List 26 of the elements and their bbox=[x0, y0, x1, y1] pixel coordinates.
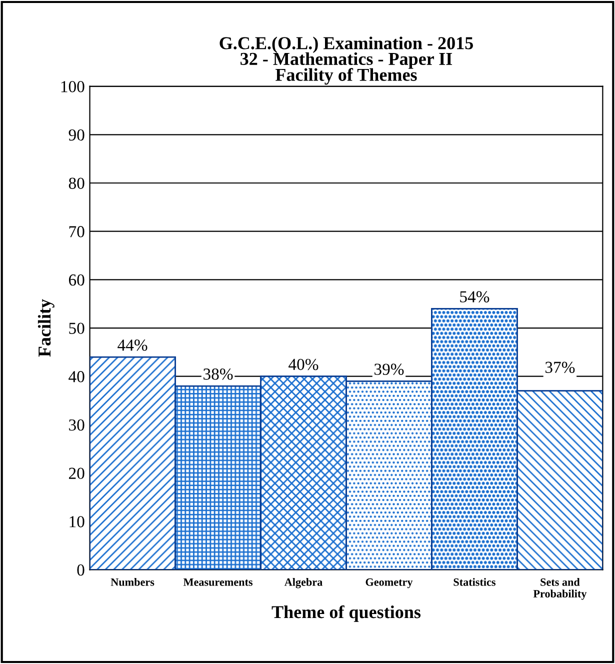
data-label: 44% bbox=[118, 339, 148, 351]
annotation: 37% bbox=[545, 362, 575, 374]
y-tick-label: 50 bbox=[69, 322, 84, 334]
y-axis-title: Facility bbox=[38, 299, 54, 357]
y-tick-label: 90 bbox=[68, 129, 84, 141]
x-tick-label: Geometry bbox=[366, 578, 413, 588]
x-tick-label: Statistics bbox=[454, 578, 496, 586]
y-tick-label: 70 bbox=[69, 226, 84, 238]
y-tick-label: 10 bbox=[70, 516, 84, 528]
data-label: 39% bbox=[374, 364, 404, 375]
y-tick-label: 100 bbox=[61, 81, 84, 92]
y-tick-label: 80 bbox=[68, 178, 84, 189]
data-label: 38% bbox=[204, 368, 233, 380]
x-axis-title: Theme of questions bbox=[272, 605, 421, 622]
x-tick-label: Numbers bbox=[110, 578, 154, 586]
x-tick-label: Sets and Probability bbox=[533, 578, 587, 600]
y-tick-label: 30 bbox=[69, 419, 84, 431]
data-label: 40% bbox=[288, 358, 318, 370]
data-label: 54% bbox=[460, 291, 490, 302]
chart-title: G.C.E.(O.L.) Examination - 2015 32 - Mathematics - Paper II Facility of Themes bbox=[220, 36, 473, 85]
x-tick-label: Algebra bbox=[284, 578, 322, 588]
x-tick-label: Measurements bbox=[183, 578, 253, 586]
y-tick-label: 0 bbox=[77, 564, 84, 576]
y-tick-label: 60 bbox=[68, 274, 84, 286]
y-tick-label: 20 bbox=[68, 468, 84, 479]
y-tick-label: 40 bbox=[68, 371, 84, 382]
